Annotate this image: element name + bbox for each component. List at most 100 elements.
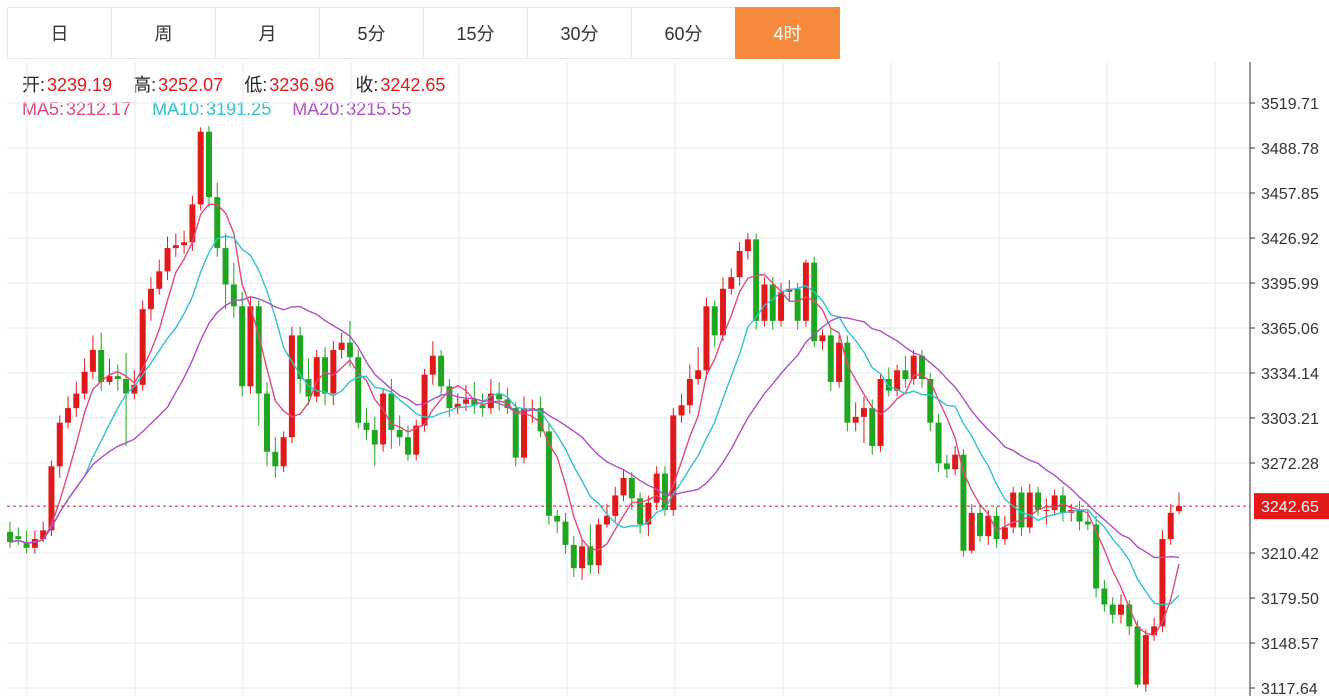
- y-tick-label: 3210.42: [1261, 546, 1319, 563]
- candle-body: [247, 306, 254, 387]
- candle-body: [40, 530, 47, 540]
- candle-body: [603, 515, 610, 525]
- candle-body: [147, 288, 154, 310]
- candle-body: [968, 512, 975, 551]
- candle-body: [131, 384, 138, 394]
- tab-3[interactable]: 5分: [319, 7, 424, 59]
- candle-body: [720, 288, 726, 336]
- candle-body: [81, 371, 88, 394]
- y-tick-label: 3272.28: [1261, 456, 1319, 473]
- candle-body: [89, 349, 96, 372]
- candle-body: [1051, 495, 1058, 510]
- candle-body: [413, 425, 420, 455]
- candle-body: [214, 197, 221, 249]
- candle-body: [794, 288, 801, 321]
- close-label: 收:: [355, 75, 379, 95]
- candle-body: [1176, 506, 1182, 512]
- candle-body: [1134, 626, 1141, 685]
- candle-body: [123, 379, 130, 394]
- candle-body: [496, 393, 503, 400]
- candle-body: [181, 242, 188, 246]
- candle-body: [114, 376, 121, 380]
- candle-body: [371, 429, 378, 445]
- candle-body: [172, 245, 179, 249]
- candle-body: [869, 408, 876, 446]
- tab-2[interactable]: 月: [215, 7, 320, 59]
- candle-body: [429, 355, 436, 375]
- ma20-value: 3215.55: [346, 99, 412, 119]
- candle-body: [927, 379, 934, 423]
- y-tick-label: 3179.50: [1261, 591, 1319, 608]
- candle-body: [852, 416, 859, 423]
- candle-body: [1093, 524, 1100, 589]
- candle-body: [661, 473, 668, 510]
- tab-0[interactable]: 日: [7, 7, 112, 59]
- candle-body: [255, 306, 262, 394]
- candle-body: [570, 544, 577, 569]
- candle-body: [355, 357, 362, 423]
- candle-body: [512, 408, 519, 458]
- candle-body: [703, 306, 710, 371]
- candle-body: [313, 357, 320, 397]
- last-price-badge: [1254, 493, 1329, 520]
- candle-body: [1109, 604, 1116, 615]
- candle-body: [545, 431, 552, 516]
- candle-body: [438, 355, 445, 387]
- candle-body: [562, 521, 569, 545]
- candle-body: [744, 239, 751, 251]
- y-tick-label: 3365.06: [1261, 321, 1319, 338]
- candle-body: [860, 408, 867, 417]
- candle-body: [106, 376, 113, 382]
- candle-body: [363, 422, 370, 430]
- high-label: 高:: [133, 75, 157, 95]
- tab-1[interactable]: 周: [111, 7, 216, 59]
- y-tick-label: 3148.57: [1261, 636, 1319, 653]
- candle-body: [554, 515, 561, 522]
- low-value: 3236.96: [269, 75, 335, 95]
- candle-body: [678, 405, 685, 416]
- tab-4[interactable]: 15分: [423, 7, 528, 59]
- candle-body: [1159, 539, 1166, 627]
- candle-body: [421, 374, 428, 426]
- candle-body: [960, 454, 967, 551]
- candle-body: [802, 262, 809, 321]
- candle-body: [1084, 521, 1091, 525]
- candle-body: [1010, 492, 1017, 528]
- candle-body: [338, 342, 345, 350]
- candle-body: [637, 498, 644, 525]
- candle-body: [761, 284, 768, 321]
- candle-body: [935, 422, 942, 464]
- candle-body: [454, 403, 461, 409]
- open-label: 开:: [22, 75, 46, 95]
- open-value: 3239.19: [47, 75, 113, 95]
- candle-body: [736, 250, 743, 278]
- candle-body: [579, 546, 586, 569]
- candle-body: [479, 405, 486, 409]
- candle-body: [222, 248, 229, 285]
- candle-body: [711, 306, 718, 336]
- candle-body: [264, 393, 270, 452]
- candle-body: [612, 495, 619, 516]
- candle-body: [836, 342, 843, 382]
- candle-body: [197, 131, 204, 205]
- tab-7[interactable]: 4时: [735, 7, 840, 59]
- y-tick-label: 3117.64: [1261, 681, 1318, 696]
- candle-body: [877, 379, 884, 446]
- candle-body: [463, 399, 469, 404]
- candle-body: [139, 309, 146, 385]
- candle-body: [1035, 492, 1042, 510]
- candle-body: [894, 370, 901, 391]
- high-value: 3252.07: [158, 75, 224, 95]
- tab-5[interactable]: 30分: [527, 7, 632, 59]
- candle-body: [587, 546, 594, 566]
- candle-body: [902, 370, 909, 380]
- candle-body: [346, 342, 353, 358]
- ma20-label: MA20:: [292, 99, 345, 119]
- close-value: 3242.65: [380, 75, 446, 95]
- ma10-line: [9, 235, 1180, 606]
- candle-body: [73, 393, 80, 409]
- candle-body: [695, 370, 702, 380]
- tab-6[interactable]: 60分: [631, 7, 736, 59]
- candle-body: [521, 408, 528, 458]
